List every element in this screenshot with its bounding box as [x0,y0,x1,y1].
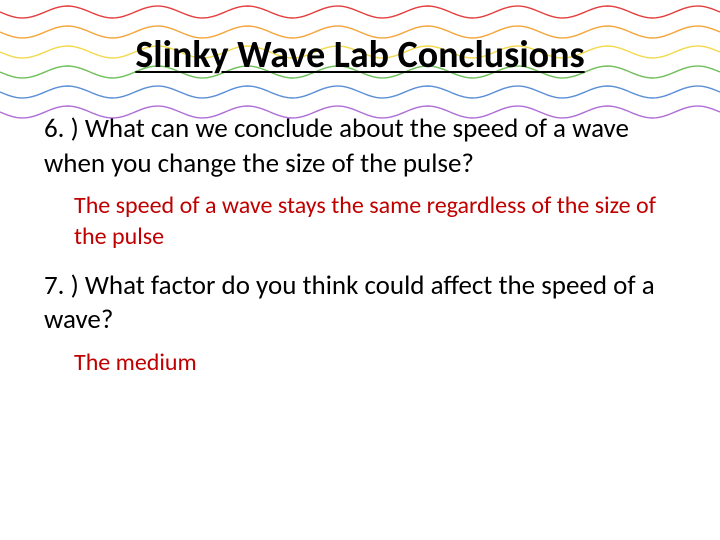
answer-6: The speed of a wave stays the same regar… [44,191,676,252]
slide-title: Slinky Wave Lab Conclusions [44,32,676,78]
question-6: 6. ) What can we conclude about the spee… [44,112,676,181]
slide-content: Slinky Wave Lab Conclusions 6. ) What ca… [0,0,720,378]
answer-7: The medium [44,348,676,379]
question-7: 7. ) What factor do you think could affe… [44,269,676,338]
